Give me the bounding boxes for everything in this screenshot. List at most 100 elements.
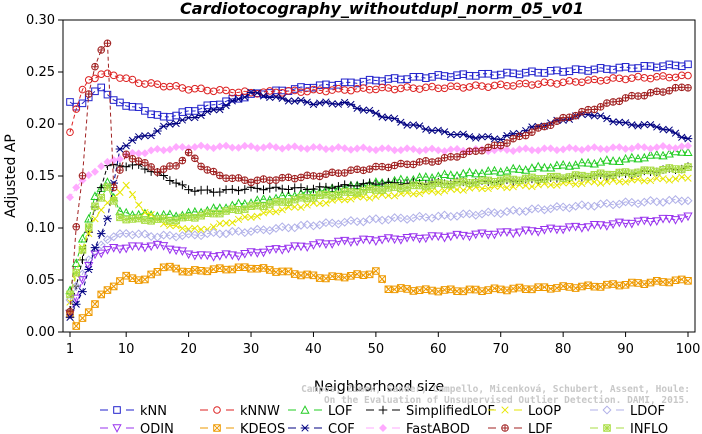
data-point [290, 270, 299, 278]
data-point [315, 99, 324, 107]
data-point [383, 234, 393, 243]
x-tick-label: 80 [555, 342, 572, 357]
data-point [315, 172, 324, 181]
data-point [558, 225, 568, 235]
data-point [116, 166, 124, 174]
data-point [321, 98, 331, 106]
data-point [121, 142, 131, 150]
data-point [571, 144, 580, 153]
data-point [503, 286, 511, 295]
data-point [571, 171, 580, 179]
data-point [653, 174, 661, 183]
data-point [553, 117, 561, 125]
data-point [389, 235, 400, 245]
data-point [359, 271, 368, 279]
data-point [503, 139, 511, 147]
data-point [509, 284, 518, 293]
data-point [315, 143, 324, 152]
data-point [197, 162, 205, 171]
series-ODIN [65, 212, 693, 319]
data-point [84, 261, 94, 271]
data-point [77, 276, 88, 285]
data-point [122, 215, 130, 224]
data-point [209, 227, 219, 238]
data-point [228, 143, 237, 152]
data-point [85, 229, 93, 238]
data-point [577, 200, 587, 210]
data-point [121, 162, 131, 172]
data-point [621, 281, 630, 289]
data-point [514, 228, 525, 238]
data-point [534, 124, 542, 132]
data-point [489, 165, 500, 175]
data-point [608, 220, 618, 230]
data-point [353, 165, 361, 174]
data-point [634, 92, 642, 100]
data-point [71, 258, 81, 267]
data-point [677, 147, 687, 156]
data-point [684, 84, 692, 92]
data-point [290, 195, 299, 204]
data-point [247, 178, 255, 187]
data-point [503, 174, 511, 183]
data-point [278, 173, 287, 182]
x-tick-label: 100 [676, 342, 701, 357]
data-point [315, 220, 325, 230]
data-point [602, 198, 612, 208]
data-point [259, 92, 268, 100]
series-line [69, 215, 689, 315]
data-point [97, 162, 106, 171]
data-point [390, 192, 399, 200]
data-point [66, 98, 74, 106]
data-point [434, 146, 443, 155]
data-point [595, 156, 606, 166]
data-point [664, 215, 674, 224]
data-point [583, 201, 593, 211]
data-point [372, 162, 380, 171]
data-point [234, 226, 244, 236]
data-point [66, 290, 74, 299]
data-point [559, 145, 568, 154]
data-point [452, 211, 462, 221]
data-point [78, 172, 87, 180]
data-point [415, 181, 424, 190]
y-tick-label: 0.20 [26, 117, 55, 132]
data-point [184, 148, 193, 157]
data-point [91, 215, 99, 223]
data-point [414, 234, 425, 244]
data-point [471, 134, 481, 142]
data-point [147, 217, 155, 225]
data-point [109, 183, 118, 192]
data-point [614, 199, 624, 209]
legend-marker [213, 406, 221, 414]
data-point [146, 131, 156, 140]
data-point [297, 203, 305, 212]
data-point [322, 199, 330, 207]
data-point [134, 229, 144, 239]
data-point [409, 121, 418, 129]
data-point [578, 108, 586, 116]
data-point [433, 232, 443, 242]
data-point [340, 169, 349, 177]
data-point [322, 190, 330, 199]
y-axis: 0.00 0.05 0.10 0.15 0.20 0.25 0.30 [26, 13, 63, 340]
data-point [209, 223, 218, 231]
data-point [652, 217, 662, 226]
data-point [558, 202, 568, 212]
data-point [453, 185, 461, 194]
data-point [346, 100, 356, 109]
data-point [271, 182, 281, 192]
data-point [440, 154, 449, 162]
data-point [309, 143, 318, 152]
data-point [489, 230, 500, 240]
legend-label: kNNW [240, 404, 280, 419]
data-point [327, 183, 337, 193]
watermark-line-1: Campos, Zimek, Sander, Campello, Micenko… [301, 384, 690, 395]
data-point [247, 142, 256, 151]
data-point [203, 209, 212, 218]
data-point [453, 287, 461, 295]
data-point [458, 168, 468, 178]
data-point [115, 155, 124, 164]
data-point [390, 161, 399, 170]
